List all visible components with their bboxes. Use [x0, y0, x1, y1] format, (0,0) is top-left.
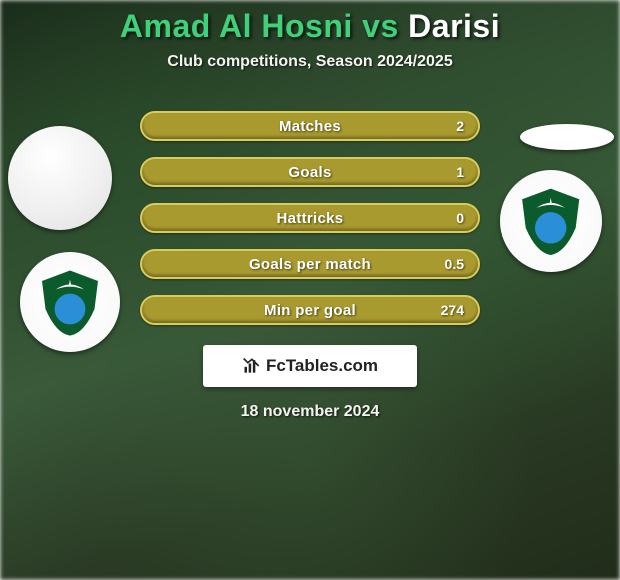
stat-label: Min per goal: [264, 302, 356, 319]
stat-label: Goals: [288, 164, 331, 181]
stat-label: Matches: [279, 118, 341, 135]
player-right-photo: [520, 124, 614, 150]
title-vs: vs: [353, 8, 408, 44]
player-right-club-crest: [500, 170, 602, 272]
stat-row: Min per goal 274: [140, 295, 480, 325]
stat-value: 274: [441, 302, 464, 318]
stat-value: 2: [456, 118, 464, 134]
stat-row: Goals per match 0.5: [140, 249, 480, 279]
brand-box: FcTables.com: [203, 345, 417, 387]
stat-value: 0: [456, 210, 464, 226]
player-left-club-crest: [20, 252, 120, 352]
subtitle: Club competitions, Season 2024/2025: [167, 53, 452, 71]
stat-label: Hattricks: [277, 210, 344, 227]
comparison-title: Amad Al Hosni vs Darisi: [120, 8, 500, 45]
stat-value: 1: [456, 164, 464, 180]
chart-icon: [242, 356, 262, 376]
stat-value: 0.5: [445, 256, 464, 272]
stat-label: Goals per match: [249, 256, 371, 273]
crest-icon: [515, 185, 586, 256]
stat-row: Goals 1: [140, 157, 480, 187]
player-left-photo: [8, 126, 112, 230]
stat-row: Hattricks 0: [140, 203, 480, 233]
player-left-name: Amad Al Hosni: [120, 8, 353, 44]
date-text: 18 november 2024: [241, 403, 380, 421]
stat-row: Matches 2: [140, 111, 480, 141]
brand-text: FcTables.com: [266, 356, 378, 376]
crest-icon: [35, 267, 105, 337]
player-right-name: Darisi: [408, 8, 500, 44]
